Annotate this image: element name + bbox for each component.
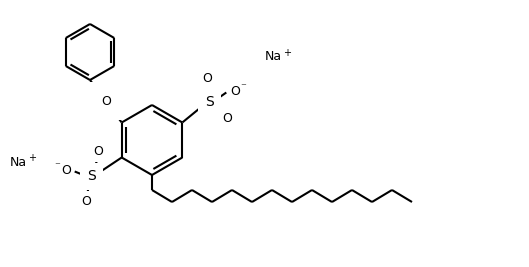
Text: O: O <box>93 145 103 158</box>
Text: O: O <box>81 195 90 208</box>
Text: +: + <box>28 153 36 163</box>
Text: O: O <box>203 72 212 85</box>
Text: O: O <box>61 164 71 177</box>
Text: Na: Na <box>265 50 282 64</box>
Text: S: S <box>205 96 214 109</box>
Text: O: O <box>222 112 232 125</box>
Text: ⁻: ⁻ <box>240 83 246 92</box>
Text: O: O <box>101 95 111 108</box>
Text: ⁻: ⁻ <box>54 162 60 171</box>
Text: Na: Na <box>10 155 27 168</box>
Text: O: O <box>230 85 240 98</box>
Text: +: + <box>283 48 291 58</box>
Text: S: S <box>87 170 96 183</box>
